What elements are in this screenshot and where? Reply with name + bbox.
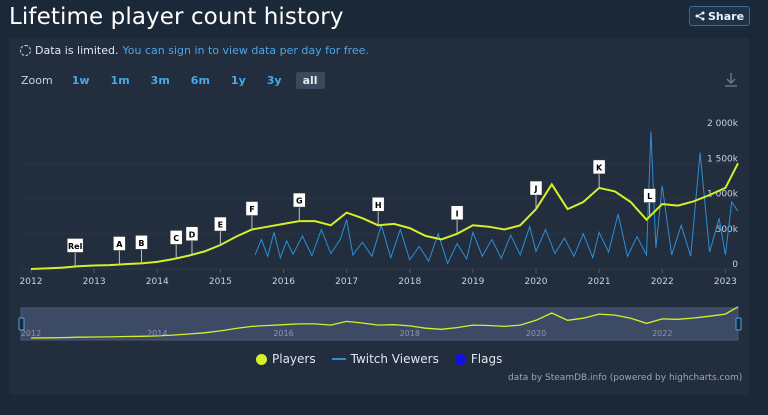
x-tick-label: 2020: [525, 277, 548, 287]
share-icon: [695, 11, 705, 21]
flag-marker[interactable]: [371, 197, 385, 212]
x-tick-label: 2014: [146, 277, 169, 287]
twitch-viewers-series: [254, 131, 739, 265]
navigator-handle-left[interactable]: [18, 317, 25, 331]
notice-text: Data is limited.: [35, 44, 119, 57]
flag-marker[interactable]: [66, 238, 84, 253]
navigator-tick-label: 2018: [400, 329, 420, 338]
flag-label: C: [173, 234, 179, 243]
data-limited-notice: Data is limited. You can sign in to view…: [20, 44, 369, 57]
flag-label: B: [138, 239, 144, 248]
legend-item-flags[interactable]: Flags: [454, 352, 503, 366]
legend-item-players[interactable]: Players: [256, 352, 316, 366]
y-tick-label: 2 000k: [707, 119, 739, 129]
x-tick-label: 2016: [272, 277, 295, 287]
flag-label: A: [116, 240, 123, 249]
navigator-window[interactable]: [20, 307, 739, 341]
share-button[interactable]: Share: [689, 6, 750, 26]
x-tick-label: 2018: [398, 277, 421, 287]
y-tick-label: 0: [732, 260, 738, 270]
flag-marker[interactable]: [169, 230, 183, 245]
x-tick-label: 2023: [714, 277, 737, 287]
flag-marker[interactable]: [592, 159, 606, 175]
sign-in-link[interactable]: You can sign in to view data per day for…: [122, 44, 369, 57]
flag-label: K: [596, 163, 603, 172]
zoom-selector: Zoom 1w 1m 3m 6m 1y 3y all: [21, 71, 332, 89]
flag-label: I: [456, 209, 459, 218]
legend-label-twitch: Twitch Viewers: [350, 352, 439, 366]
zoom-6m-button[interactable]: 6m: [190, 73, 210, 87]
legend-label-players: Players: [272, 352, 316, 366]
flag-marker[interactable]: [185, 226, 199, 242]
x-tick-label: 2017: [335, 277, 358, 287]
x-tick-label: 2021: [588, 277, 611, 287]
flag-marker[interactable]: [643, 188, 656, 203]
flag-label: E: [218, 221, 223, 230]
share-label: Share: [707, 9, 745, 23]
navigator-series: [30, 306, 739, 339]
zoom-3y-button[interactable]: 3y: [266, 73, 282, 87]
navigator-tick-label: 2022: [652, 329, 672, 338]
flag-label: F: [249, 205, 254, 214]
zoom-3m-button[interactable]: 3m: [150, 73, 170, 87]
navigator-tick-label: 2016: [273, 329, 293, 338]
chart-legend: Players Twitch Viewers Flags: [256, 352, 502, 366]
flag-marker[interactable]: [113, 236, 126, 251]
zoom-1m-button[interactable]: 1m: [110, 73, 130, 87]
x-tick-label: 2012: [20, 277, 43, 287]
x-tick-label: 2019: [461, 277, 484, 287]
y-tick-label: 1 000k: [707, 190, 739, 200]
twitch-line-icon: [331, 358, 346, 360]
legend-label-flags: Flags: [470, 352, 503, 366]
navigator-tick-label: 2020: [526, 329, 546, 338]
flag-marker[interactable]: [293, 192, 306, 208]
x-tick-label: 2015: [209, 277, 232, 287]
flag-marker[interactable]: [450, 205, 464, 220]
flag-marker[interactable]: [529, 180, 543, 196]
players-series: [30, 162, 739, 270]
y-tick-label: 500k: [716, 225, 739, 235]
flag-marker[interactable]: [214, 216, 227, 232]
flags-marker-icon: [454, 353, 466, 365]
zoom-label: Zoom: [21, 73, 53, 87]
info-circle-icon: [20, 45, 31, 56]
chart-credits: data by SteamDB.info (powered by highcha…: [508, 373, 743, 383]
navigator-tick-label: 2012: [21, 329, 41, 338]
download-icon[interactable]: [724, 72, 738, 88]
y-tick-label: 1 500k: [707, 154, 739, 164]
zoom-all-button[interactable]: all: [295, 71, 325, 89]
page-title: Lifetime player count history: [9, 4, 344, 30]
players-marker-icon: [256, 353, 267, 365]
zoom-1w-button[interactable]: 1w: [71, 73, 90, 87]
flag-label: G: [296, 197, 303, 206]
flag-marker[interactable]: [245, 201, 259, 216]
zoom-1y-button[interactable]: 1y: [230, 73, 246, 87]
flag-label: L: [647, 192, 652, 201]
flag-label: H: [375, 201, 382, 210]
legend-item-twitch[interactable]: Twitch Viewers: [331, 352, 439, 366]
x-tick-label: 2013: [83, 277, 106, 287]
navigator-tick-label: 2014: [147, 329, 167, 338]
x-tick-label: 2022: [651, 277, 674, 287]
flag-label: D: [189, 230, 196, 239]
flag-marker[interactable]: [135, 235, 148, 250]
flag-label: J: [534, 185, 538, 194]
flag-label: Rel: [68, 242, 83, 251]
navigator-handle-right[interactable]: [735, 317, 742, 331]
